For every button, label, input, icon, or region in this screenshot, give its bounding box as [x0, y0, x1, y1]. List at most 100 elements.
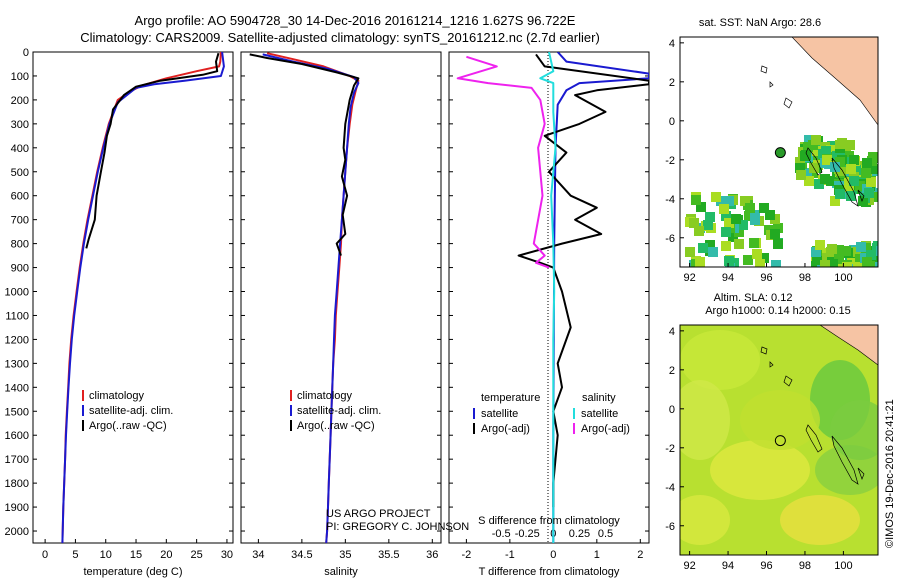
xtick-label: -1	[505, 549, 515, 561]
ytick-label: 1800	[5, 478, 29, 490]
sst-cell	[861, 168, 871, 178]
legend-label: satellite-adj. clim.	[89, 405, 173, 417]
legend-label: Argo(-adj)	[481, 423, 530, 435]
sst-cell	[814, 179, 824, 189]
xtick-label: 2	[637, 549, 643, 561]
sla-title-line2: Argo h1000: 0.14 h2000: 0.15	[705, 305, 851, 317]
sst-cell	[738, 220, 748, 230]
ytick-label: 1600	[5, 430, 29, 442]
sst-argo-marker	[774, 147, 786, 159]
sst-cell	[866, 250, 876, 260]
sst-cell	[876, 246, 878, 256]
map-ytick-label: 2	[669, 365, 675, 377]
sla-blob	[780, 495, 860, 545]
sst-cell	[773, 223, 783, 233]
sst-cell	[835, 189, 845, 199]
sst-cell	[869, 164, 878, 174]
map-xtick-label: 92	[683, 272, 695, 284]
sst-cell	[696, 202, 706, 212]
sst-islands	[760, 65, 865, 207]
sst-cell	[749, 238, 759, 248]
sst-cell	[812, 256, 822, 266]
sst-cell	[740, 196, 750, 206]
sst-cell	[691, 195, 701, 205]
xtick-label: 34	[252, 549, 264, 561]
stick-label: -0.5	[492, 528, 511, 540]
legend-temperature-header: temperature	[481, 392, 540, 404]
sst-cell	[773, 239, 783, 249]
ytick-label: 800	[11, 239, 29, 251]
map-xtick-label: 100	[834, 272, 852, 284]
sst-cell	[711, 192, 721, 202]
sst-cell	[811, 247, 821, 257]
sst-cell	[721, 227, 731, 237]
xtick-label: 15	[130, 549, 142, 561]
salinity-xlabel: salinity	[324, 566, 358, 578]
sst-cell	[724, 256, 734, 266]
sla-title-line1: Altim. SLA: 0.12	[714, 292, 793, 304]
sla-map: Altim. SLA: 0.12 Argo h1000: 0.14 h2000:…	[665, 292, 879, 572]
sst-cell	[872, 243, 878, 253]
map-ytick-label: 0	[669, 404, 675, 416]
sst-cell	[830, 162, 840, 172]
sst-cell	[703, 220, 713, 230]
ytick-label: 1200	[5, 334, 29, 346]
sla-blob	[710, 440, 810, 500]
sst-cell	[694, 226, 704, 236]
xtick-label: 35	[339, 549, 351, 561]
vertical-stamp: ©IMOS 19-Dec-2016 20:41:21	[884, 399, 896, 548]
sst-land-sumatra	[791, 37, 878, 126]
sst-cell	[846, 164, 856, 174]
sst-cell	[705, 212, 715, 222]
map-xtick-label: 98	[799, 560, 811, 572]
series-argo-raw-qc-	[249, 53, 360, 256]
sst-cell	[750, 215, 760, 225]
xtick-label: 36	[426, 549, 438, 561]
sst-cell	[719, 204, 729, 214]
sst-cell	[849, 155, 859, 165]
map-xtick-label: 98	[799, 272, 811, 284]
sst-cell	[834, 245, 844, 255]
sst-cell	[724, 196, 734, 206]
sst-cell	[685, 247, 695, 257]
series-t-argo-adj-	[517, 53, 649, 508]
sst-cell	[837, 138, 847, 148]
difference-xlabel: T difference from climatology	[479, 566, 620, 578]
ytick-label: 700	[11, 215, 29, 227]
map-xtick-label: 94	[722, 560, 734, 572]
xtick-label: -2	[462, 549, 472, 561]
series-s-satellite	[539, 52, 557, 543]
sla-map-frame	[679, 324, 879, 556]
sst-cell	[695, 257, 705, 267]
stick-label: 0.25	[569, 528, 590, 540]
ytick-label: 500	[11, 167, 29, 179]
sst-cell	[856, 242, 866, 252]
sst-map-title: sat. SST: NaN Argo: 28.6	[699, 17, 821, 29]
sst-cell	[874, 263, 878, 267]
sst-cell	[815, 240, 825, 250]
sla-blob	[680, 330, 760, 390]
series-climatology	[61, 52, 222, 543]
sst-cell	[830, 196, 840, 206]
sst-cell	[698, 243, 708, 253]
series-t-satellite	[552, 52, 649, 543]
xtick-label: 35.5	[378, 549, 399, 561]
sst-cell	[770, 229, 780, 239]
sla-argo-marker	[774, 435, 786, 447]
sst-cell	[724, 218, 734, 228]
sst-cell	[734, 239, 744, 249]
temperature-axes-frame	[32, 51, 234, 544]
legend-label: Argo(..raw -QC)	[297, 420, 375, 432]
xtick-label: 34.5	[291, 549, 312, 561]
ytick-label: 600	[11, 191, 29, 203]
credit-line2: PI: GREGORY C. JOHNSON	[326, 521, 469, 533]
sst-cell	[812, 146, 822, 156]
sst-cell	[828, 259, 838, 267]
sst-cell	[752, 249, 762, 259]
ytick-label: 400	[11, 143, 29, 155]
sst-cell	[841, 265, 851, 267]
stick-label: -0.25	[515, 528, 540, 540]
series-argo-raw-qc-	[85, 52, 220, 249]
credit-line1: US ARGO PROJECT	[326, 508, 431, 520]
sst-cell	[845, 140, 855, 150]
